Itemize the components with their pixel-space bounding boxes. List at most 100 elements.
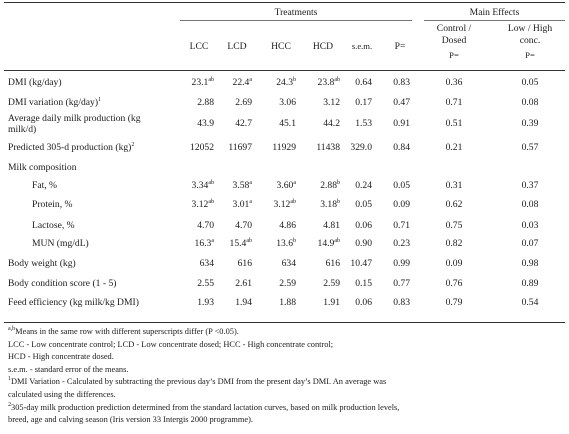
cell-value: 616	[237, 258, 252, 269]
cell-value: 0.15	[355, 278, 372, 289]
cell-superscript: a	[249, 76, 252, 83]
table-cell: 2.55	[174, 278, 214, 290]
cell-value: 0.99	[393, 258, 410, 269]
cell-value: 3.18	[320, 199, 337, 210]
table-cell: 45.1	[256, 118, 296, 130]
table-cell: 16.3a	[174, 237, 214, 250]
main-effect-cell: 0.07	[521, 238, 539, 249]
table-cell: 1.53	[332, 118, 372, 130]
cell-superscript: a	[293, 179, 296, 186]
cell-superscript: a	[211, 237, 214, 244]
cell-superscript: a	[249, 179, 252, 186]
cell-value: 11697	[228, 142, 252, 153]
cell-value: 3.06	[279, 97, 296, 108]
table-cell: 0.83	[370, 77, 410, 89]
table-cell: 634	[174, 258, 214, 270]
row-label-line: Milk composition	[8, 162, 77, 173]
main-effect-cell: 0.98	[521, 258, 539, 269]
footnote-text: calculated using the differences.	[8, 390, 116, 399]
table-cell: 12052	[174, 142, 214, 154]
main-effect-cell: 0.39	[521, 118, 539, 129]
footnote-line: HCD - High concentrate dosed.	[8, 351, 114, 362]
cell-superscript: ab	[290, 198, 296, 205]
table-cell: 634	[256, 258, 296, 270]
table-cell: 4.70	[212, 220, 252, 232]
cell-value: 11929	[272, 142, 296, 153]
table-cell: 0.15	[332, 278, 372, 290]
cell-value: 1.93	[197, 297, 214, 308]
footnote-line: 1DMI Variation - Calculated by subtracti…	[8, 376, 386, 387]
main-effect-cell: 0.51	[445, 118, 463, 129]
me-header-low-high-2: conc.	[519, 35, 541, 46]
table-cell: 11697	[212, 142, 252, 154]
cell-value: 0.24	[355, 180, 372, 191]
row-label: Feed efficiency (kg milk/kg DMI)	[8, 297, 139, 309]
main-effects-underline	[424, 20, 565, 21]
cell-superscript: ab	[208, 198, 214, 205]
main-effect-cell: 0.05	[521, 77, 539, 88]
footnote-line: s.e.m. - standard error of the means.	[8, 364, 128, 375]
table-cell: 2.61	[212, 278, 252, 290]
table-cell: 1.93	[174, 297, 214, 309]
cell-value: 3.60	[276, 180, 294, 191]
cell-value: 43.9	[197, 118, 214, 129]
cell-value: 2.88	[197, 97, 214, 108]
table-cell: 1.91	[300, 297, 340, 309]
table-cell: 3.12	[300, 97, 340, 109]
table-cell: 616	[300, 258, 340, 270]
cell-value: 0.90	[355, 238, 372, 249]
cell-value: 24.3	[276, 77, 293, 88]
row-label-line: Fat, %	[32, 180, 58, 191]
table-cell: 0.91	[370, 118, 410, 130]
table-cell: 0.06	[332, 297, 372, 309]
cell-superscript: a	[249, 198, 252, 205]
cell-value: 3.12	[323, 97, 340, 108]
cell-value: 0.05	[355, 199, 372, 210]
cell-value: 4.70	[235, 220, 252, 231]
row-label-line: Protein, %	[32, 199, 73, 210]
col-header-hcc: HCC	[271, 41, 291, 52]
cell-superscript: ab	[208, 76, 214, 83]
table-cell: 23.1ab	[174, 76, 214, 89]
row-label-line: Body condition score (1 - 5)	[8, 278, 117, 289]
cell-value: 45.1	[279, 118, 296, 129]
table-cell: 0.06	[332, 220, 372, 232]
table-cell: 43.9	[174, 118, 214, 130]
cell-value: 2.59	[323, 278, 340, 289]
cell-value: 0.05	[393, 180, 410, 191]
footnote-superscript: a,b	[8, 326, 16, 333]
cell-value: 2.88	[320, 180, 337, 191]
table-cell: 2.59	[256, 278, 296, 290]
cell-value: 0.83	[393, 77, 410, 88]
footnote-text: LCC - Low concentrate control; LCD - Low…	[8, 339, 334, 349]
cell-superscript: ab	[334, 237, 340, 244]
row-label-line: MUN (mg/dL)	[32, 238, 89, 249]
cell-value: 634	[281, 258, 296, 269]
table-cell: 42.7	[212, 118, 252, 130]
main-effect-cell: 0.71	[445, 97, 463, 108]
table-cell: 2.88	[174, 97, 214, 109]
cell-value: 1.91	[323, 297, 340, 308]
cell-superscript: ab	[246, 237, 252, 244]
table-cell: 2.69	[212, 97, 252, 109]
table-cell: 4.70	[174, 220, 214, 232]
table-cell: 0.47	[370, 97, 410, 109]
table-cell: 23.8ab	[300, 77, 340, 89]
main-effect-cell: 0.75	[445, 220, 463, 231]
cell-value: 3.12	[273, 199, 291, 210]
row-label: DMI variation (kg/day)1	[8, 97, 101, 109]
table-cell: 0.84	[370, 142, 410, 154]
cell-value: 0.06	[355, 297, 372, 308]
table-bottom-rule	[4, 322, 565, 323]
table-cell: 0.17	[332, 97, 372, 109]
me-header-low-high-1: Low / High	[507, 23, 553, 34]
row-label: Lactose, %	[32, 220, 75, 232]
main-effect-cell: 0.62	[445, 199, 463, 210]
table-cell: 1.94	[212, 297, 252, 309]
cell-value: 0.47	[393, 97, 410, 108]
table-cell: 3.01a	[212, 198, 252, 211]
row-label: Body condition score (1 - 5)	[8, 278, 117, 290]
table-cell: 2.88b	[300, 180, 340, 192]
cell-value: 4.70	[197, 220, 214, 231]
table-cell: 3.60a	[256, 179, 296, 192]
